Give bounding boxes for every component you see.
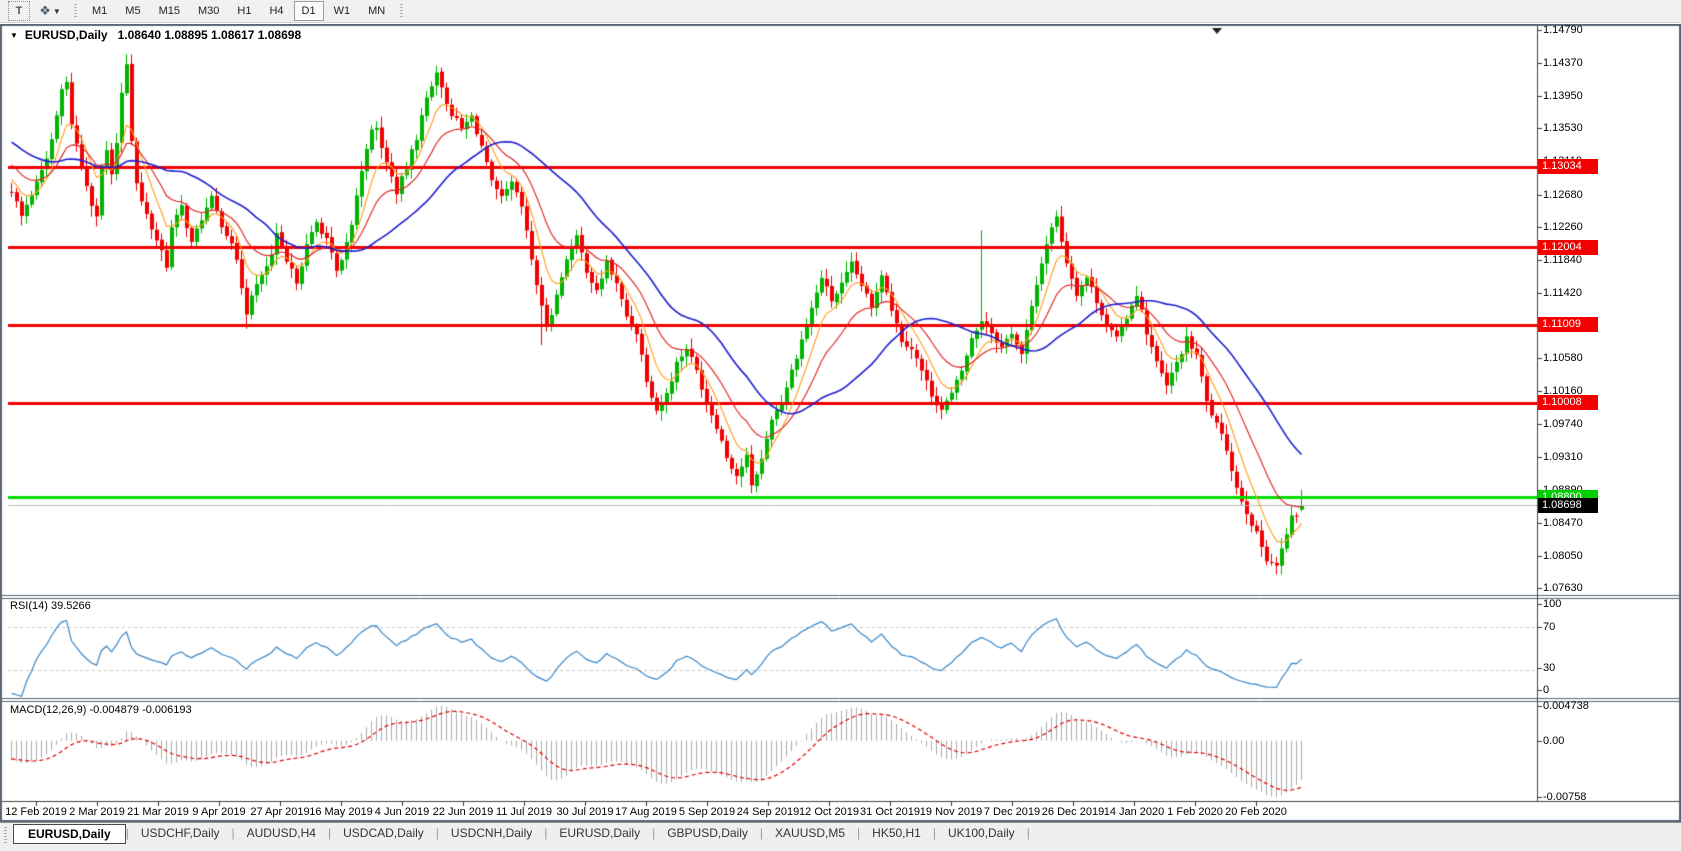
price-axis-tick: 1.11420 bbox=[1543, 286, 1582, 299]
price-axis-tick: 1.10580 bbox=[1543, 352, 1583, 365]
timeframe-button-m1[interactable]: M1 bbox=[92, 5, 108, 17]
toolbar-grip bbox=[400, 4, 404, 18]
chart-tab-eurusd-daily[interactable]: EURUSD,Daily bbox=[559, 826, 641, 840]
macd-indicator-label: MACD(12,26,9) -0.004879 -0.006193 bbox=[10, 704, 192, 716]
time-axis-label: 7 Dec 2019 bbox=[983, 806, 1041, 818]
chart-window: ▼ EURUSD,Daily 1.08640 1.08895 1.08617 1… bbox=[0, 24, 1681, 822]
price-axis-tick: 1.09740 bbox=[1543, 417, 1583, 430]
time-axis-label: 2 Mar 2019 bbox=[69, 806, 125, 818]
price-axis-tick: 1.12680 bbox=[1543, 188, 1583, 201]
timeframe-button-m15[interactable]: M15 bbox=[158, 5, 180, 17]
toolbar: T ❖ ▼ M1 M5 M15 M30 H1 H4 D1 W1 MN bbox=[0, 0, 1681, 23]
tabbar-grip bbox=[4, 827, 7, 843]
price-line-tag: 1.11009 bbox=[1538, 317, 1598, 333]
chart-tab-xauusd-m5[interactable]: XAUUSD,M5 bbox=[775, 826, 846, 840]
price-axis-tick: 1.13530 bbox=[1543, 122, 1583, 135]
macd-axis-tick: 0.00 bbox=[1543, 734, 1565, 747]
rsi-axis-tick: 30 bbox=[1543, 662, 1556, 674]
timeframe-button-h4[interactable]: H4 bbox=[269, 5, 284, 17]
price-axis-tick: 1.11840 bbox=[1543, 254, 1582, 267]
timeframe-button-h1[interactable]: H1 bbox=[237, 5, 252, 17]
chart-title: ▼ EURUSD,Daily 1.08640 1.08895 1.08617 1… bbox=[10, 28, 301, 42]
timeframe-toolbar: M1 M5 M15 M30 H1 H4 D1 W1 MN bbox=[83, 1, 394, 21]
tab-separator: | bbox=[857, 826, 861, 840]
collapse-triangle-icon: ▼ bbox=[10, 30, 18, 40]
price-axis-tick: 1.12260 bbox=[1543, 221, 1583, 234]
price-axis-tick: 1.14370 bbox=[1543, 56, 1583, 69]
tab-separator: | bbox=[932, 826, 936, 840]
rsi-axis-tick: 0 bbox=[1543, 684, 1550, 696]
chart-tab-eurusd-daily[interactable]: EURUSD,Daily bbox=[13, 824, 126, 844]
time-axis-label: 14 Jan 2020 bbox=[1103, 806, 1165, 818]
time-axis-label: 5 Sep 2019 bbox=[678, 806, 736, 818]
macd-axis-tick: 0.004738 bbox=[1543, 700, 1589, 712]
time-axis-label: 11 Jul 2019 bbox=[495, 806, 553, 818]
time-axis-label: 22 Jun 2019 bbox=[432, 806, 494, 818]
time-axis-label: 27 Apr 2019 bbox=[250, 806, 310, 818]
chart-tab-audusd-h4[interactable]: AUDUSD,H4 bbox=[246, 826, 316, 840]
chart-tab-hk50-h1[interactable]: HK50,H1 bbox=[872, 826, 921, 840]
tab-separator: | bbox=[125, 826, 129, 840]
time-axis-label: 9 Apr 2019 bbox=[192, 806, 246, 818]
price-line-tag: 1.08698 bbox=[1538, 497, 1598, 513]
chart-symbol-label: EURUSD,Daily bbox=[24, 28, 108, 42]
style-diamonds-icon: ❖ bbox=[39, 3, 51, 18]
time-axis-label: 20 Feb 2020 bbox=[1225, 806, 1287, 818]
time-axis-label: 12 Oct 2019 bbox=[799, 806, 859, 818]
price-axis-tick: 1.13950 bbox=[1543, 89, 1583, 102]
time-axis-label: 31 Oct 2019 bbox=[860, 806, 920, 818]
price-axis-tick: 1.08050 bbox=[1543, 549, 1583, 562]
price-axis-tick: 1.10160 bbox=[1543, 385, 1583, 398]
time-axis-label: 1 Feb 2020 bbox=[1167, 806, 1223, 818]
symbol-tab-bar: EURUSD,Daily | USDCHF,Daily | AUDUSD,H4 | USDC… bbox=[0, 822, 1681, 851]
tab-separator: | bbox=[544, 826, 548, 840]
rsi-indicator-label: RSI(14) 39.5266 bbox=[10, 600, 91, 612]
price-line-tag: 1.12004 bbox=[1538, 239, 1598, 255]
tab-separator: | bbox=[327, 826, 332, 840]
time-axis-label: 21 Mar 2019 bbox=[127, 806, 189, 818]
timeframe-button-w1[interactable]: W1 bbox=[333, 5, 351, 17]
symbol-tabs: EURUSD,Daily | USDCHF,Daily | AUDUSD,H4 | USDC… bbox=[13, 823, 1030, 844]
rsi-axis-tick: 70 bbox=[1543, 621, 1556, 633]
chart-tab-usdcad-daily[interactable]: USDCAD,Daily bbox=[343, 826, 424, 840]
time-axis-label: 12 Feb 2019 bbox=[5, 806, 67, 818]
timeframe-button-d1[interactable]: D1 bbox=[293, 1, 324, 21]
chart-tab-uk100-daily[interactable]: UK100,Daily bbox=[947, 826, 1015, 840]
chart-ohlc-values: 1.08640 1.08895 1.08617 1.08698 bbox=[117, 28, 302, 42]
tab-separator: | bbox=[1026, 826, 1030, 840]
time-axis-label: 16 May 2019 bbox=[309, 806, 373, 818]
time-axis-label: 24 Sep 2019 bbox=[736, 806, 800, 818]
price-axis-tick: 1.07630 bbox=[1543, 582, 1583, 595]
price-axis-tick: 1.09310 bbox=[1543, 451, 1583, 464]
text-tool-button[interactable]: T bbox=[8, 1, 30, 21]
rsi-axis-tick: 100 bbox=[1543, 598, 1562, 610]
timeframe-button-mn[interactable]: MN bbox=[368, 5, 386, 17]
time-axis-label: 19 Nov 2019 bbox=[919, 806, 983, 818]
timeframe-button-m5[interactable]: M5 bbox=[125, 5, 141, 17]
price-line-tag: 1.10008 bbox=[1538, 395, 1598, 411]
timeframe-button-m30[interactable]: M30 bbox=[197, 5, 220, 17]
tab-separator: | bbox=[652, 826, 656, 840]
macd-axis-tick: -0.00758 bbox=[1543, 791, 1587, 803]
price-line-tag: 1.13034 bbox=[1538, 159, 1598, 175]
tab-separator: | bbox=[759, 826, 764, 840]
time-axis-label: 26 Dec 2019 bbox=[1041, 806, 1105, 818]
chart-style-button[interactable]: ❖ ▼ bbox=[34, 1, 66, 21]
chart-tab-gbpusd-daily[interactable]: GBPUSD,Daily bbox=[667, 826, 748, 840]
time-axis-label: 4 Jun 2019 bbox=[374, 806, 430, 818]
price-axis-tick: 1.14790 bbox=[1543, 24, 1583, 36]
time-axis-label: 17 Aug 2019 bbox=[615, 806, 677, 818]
toolbar-grip bbox=[74, 4, 77, 18]
tab-separator: | bbox=[435, 826, 439, 840]
price-chart-canvas[interactable] bbox=[0, 24, 1681, 822]
chevron-down-icon: ▼ bbox=[52, 6, 61, 16]
chart-tab-usdchf-daily[interactable]: USDCHF,Daily bbox=[140, 826, 220, 840]
time-axis-label: 30 Jul 2019 bbox=[556, 806, 614, 818]
chart-tab-usdcnh-daily[interactable]: USDCNH,Daily bbox=[450, 826, 533, 840]
tab-separator: | bbox=[231, 826, 235, 840]
price-axis-tick: 1.08470 bbox=[1543, 516, 1583, 529]
